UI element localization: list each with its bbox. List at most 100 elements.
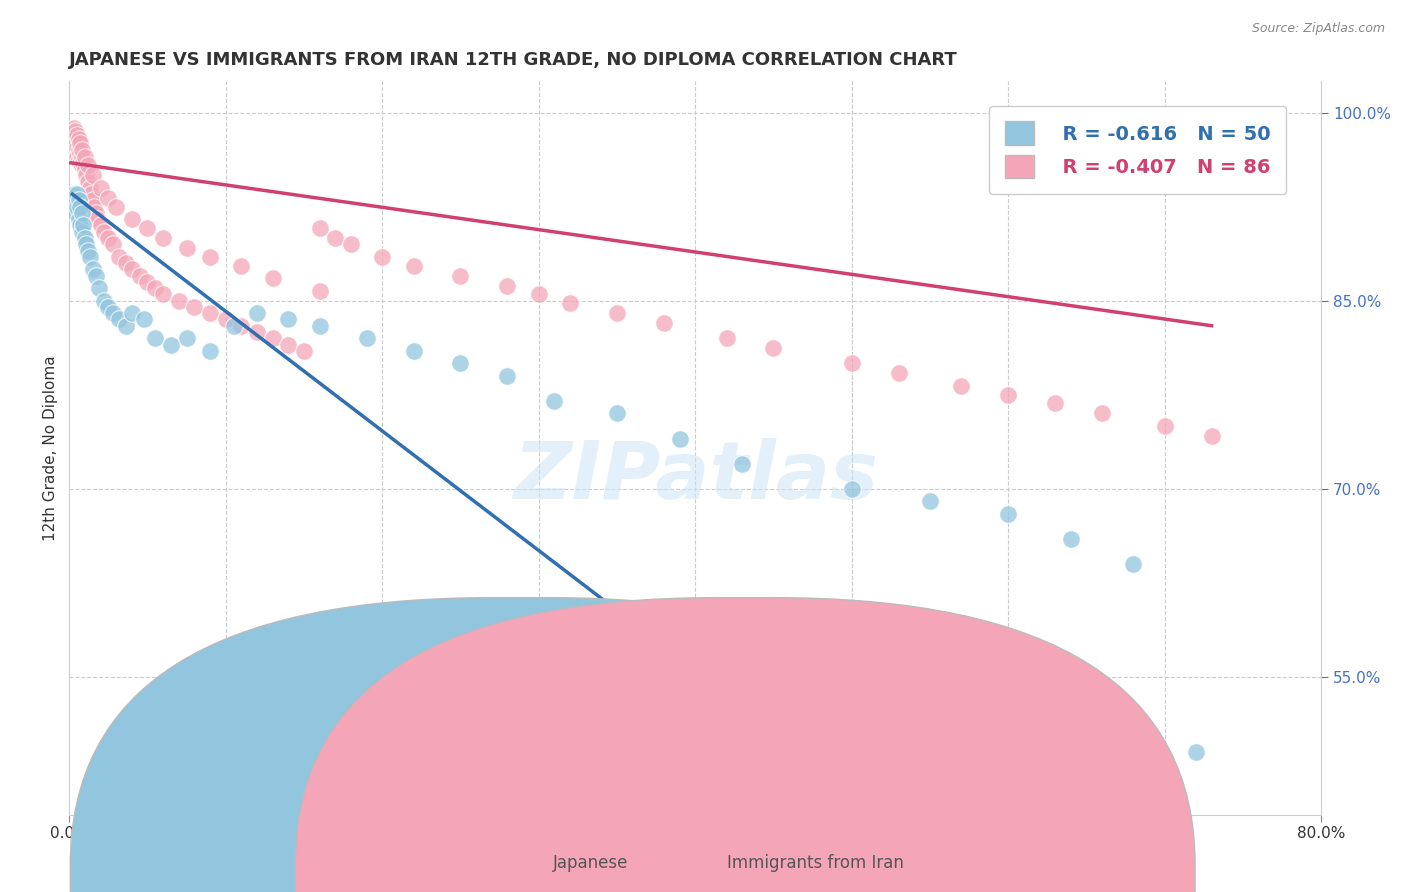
Point [121, 212, 143, 227]
Point [66, 187, 89, 202]
Y-axis label: 12th Grade, No Diploma: 12th Grade, No Diploma [44, 355, 58, 541]
Point [841, 482, 863, 496]
Point [356, 331, 378, 345]
Point [652, 316, 675, 330]
Point [183, 300, 205, 314]
Point [66, 200, 89, 214]
Point [93, 225, 115, 239]
Point [97, 191, 120, 205]
Point [75, 237, 97, 252]
Point [558, 296, 581, 310]
Point [67, 194, 90, 208]
Point [292, 343, 315, 358]
Point [67, 143, 90, 157]
Point [72, 219, 94, 233]
Point [231, 318, 253, 333]
Point [323, 231, 346, 245]
Point [108, 312, 131, 326]
Point [731, 457, 754, 471]
Point [997, 507, 1019, 521]
Text: Immigrants from Iran: Immigrants from Iran [727, 855, 904, 872]
Point [65, 194, 87, 208]
Point [84, 268, 107, 283]
Point [65, 206, 87, 220]
Point [160, 337, 183, 351]
Point [114, 318, 136, 333]
Point [70, 206, 93, 220]
Point [308, 221, 330, 235]
Point [60, 136, 83, 151]
Point [67, 132, 90, 146]
Point [496, 368, 519, 383]
Point [918, 494, 941, 508]
Point [69, 145, 91, 160]
Point [176, 241, 198, 255]
Point [371, 250, 394, 264]
Point [84, 206, 107, 220]
Point [527, 287, 550, 301]
Point [69, 219, 91, 233]
Point [496, 278, 519, 293]
Point [450, 268, 472, 283]
Point [1122, 557, 1144, 571]
Point [997, 387, 1019, 401]
Point [82, 194, 104, 208]
Text: ZIPatlas: ZIPatlas [513, 438, 877, 516]
Point [70, 149, 93, 163]
Point [231, 259, 253, 273]
Point [97, 231, 120, 245]
Point [128, 268, 150, 283]
Point [82, 262, 104, 277]
Point [841, 356, 863, 370]
Point [70, 225, 93, 239]
Point [108, 250, 131, 264]
Point [668, 432, 690, 446]
Point [73, 162, 96, 177]
Point [77, 158, 100, 172]
Point [887, 367, 910, 381]
Point [222, 318, 245, 333]
Text: JAPANESE VS IMMIGRANTS FROM IRAN 12TH GRADE, NO DIPLOMA CORRELATION CHART: JAPANESE VS IMMIGRANTS FROM IRAN 12TH GR… [69, 51, 957, 69]
Point [543, 393, 565, 408]
Point [67, 212, 90, 227]
Point [762, 341, 785, 355]
Point [90, 219, 112, 233]
Point [121, 262, 143, 277]
Point [262, 331, 284, 345]
Point [69, 136, 91, 150]
Point [152, 231, 174, 245]
Point [65, 124, 87, 138]
Point [114, 256, 136, 270]
Point [606, 306, 628, 320]
Point [262, 271, 284, 285]
Point [1060, 532, 1083, 546]
Point [167, 293, 190, 308]
Point [66, 128, 89, 143]
Point [402, 259, 425, 273]
Point [950, 379, 973, 393]
Point [70, 158, 93, 172]
Point [65, 145, 87, 160]
Point [198, 343, 221, 358]
Text: Japanese: Japanese [553, 855, 628, 872]
Point [101, 306, 124, 320]
Point [1201, 429, 1223, 443]
Point [66, 149, 89, 163]
Point [82, 169, 104, 183]
Point [198, 250, 221, 264]
Point [63, 133, 86, 147]
Point [97, 300, 120, 314]
Point [121, 306, 143, 320]
Point [70, 143, 93, 157]
Point [143, 331, 166, 345]
Point [101, 237, 124, 252]
Point [75, 169, 97, 183]
Point [79, 250, 101, 264]
Point [1185, 745, 1208, 759]
Point [606, 407, 628, 421]
Point [198, 306, 221, 320]
Point [69, 156, 91, 170]
Point [308, 284, 330, 298]
Point [87, 281, 110, 295]
Point [65, 136, 87, 151]
